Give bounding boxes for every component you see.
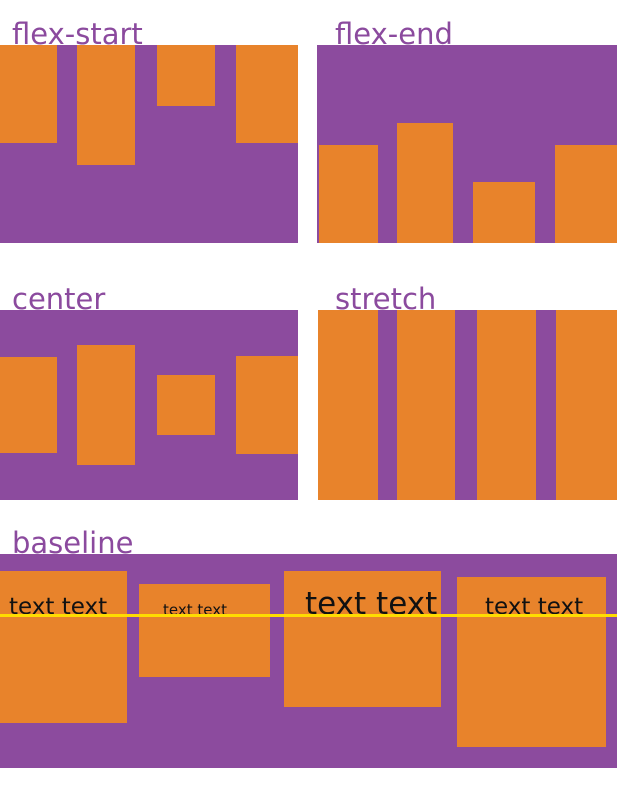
baseline-container: text text text text text text text text	[0, 554, 617, 768]
baseline-item-3: text text	[284, 571, 441, 707]
stretch-item-2	[397, 310, 455, 500]
baseline-item-1: text text	[0, 571, 127, 723]
flex-start-item-3	[157, 45, 215, 106]
center-item-2	[77, 345, 135, 465]
center-item-3	[157, 375, 215, 435]
flex-start-container	[0, 45, 298, 243]
center-item-1	[0, 357, 57, 453]
flex-end-container	[317, 45, 617, 243]
flex-end-item-4	[555, 145, 617, 243]
stretch-item-4	[556, 310, 617, 500]
flex-end-item-2	[397, 123, 453, 243]
flex-start-item-2	[77, 45, 135, 165]
flex-start-item-4	[236, 45, 298, 143]
center-item-4	[236, 356, 298, 454]
center-container	[0, 310, 298, 500]
baseline-item-4: text text	[457, 577, 606, 747]
baseline-item-2: text text	[139, 584, 270, 677]
flex-start-item-1	[0, 45, 57, 143]
baseline-rule-line	[0, 614, 617, 617]
flex-end-item-1	[319, 145, 378, 243]
stretch-container	[318, 310, 617, 500]
stretch-item-1	[318, 310, 378, 500]
stretch-item-3	[477, 310, 536, 500]
flex-end-item-3	[473, 182, 535, 243]
